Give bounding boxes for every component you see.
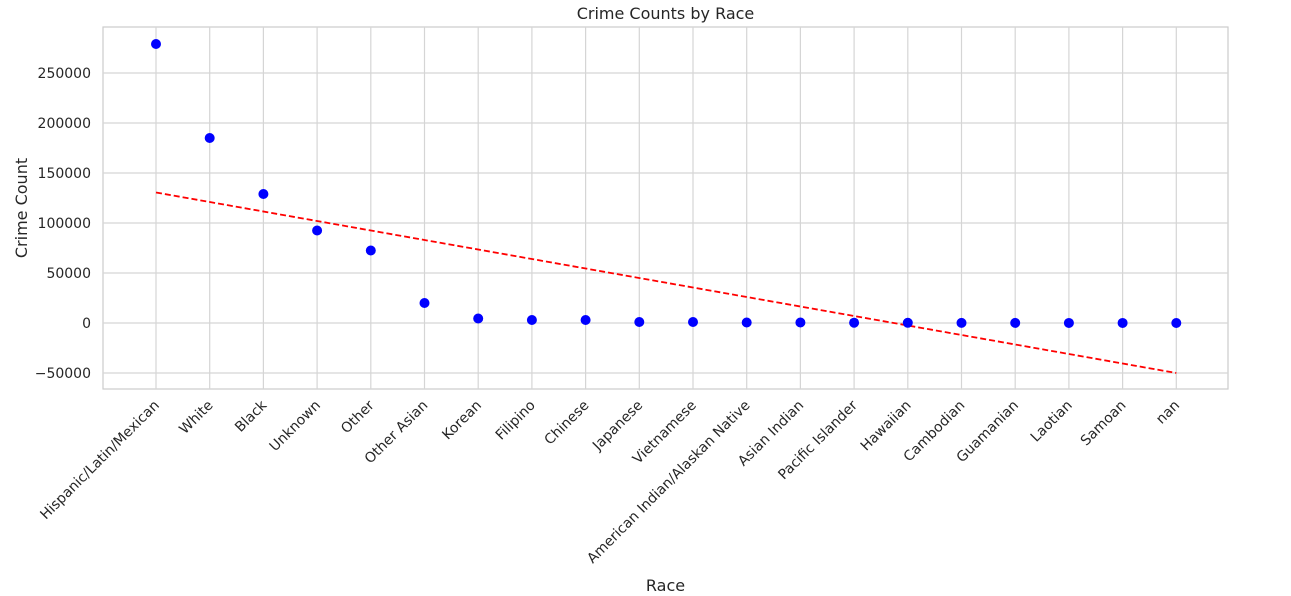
x-tick-label: Japanese	[589, 398, 646, 455]
data-point	[634, 317, 645, 327]
data-point	[741, 317, 752, 328]
data-point	[580, 315, 591, 325]
y-tick-label: 50000	[46, 266, 91, 282]
y-axis-title: Crime Count	[12, 158, 31, 258]
data-point	[1171, 317, 1182, 328]
data-point	[258, 189, 269, 199]
y-tick-labels: −50000 0 50000 100000 150000 200000 250000	[35, 66, 91, 382]
data-point	[312, 225, 323, 236]
y-tick-label: 150000	[38, 166, 91, 182]
y-tick-label: 250000	[38, 66, 91, 82]
x-tick-label: Hispanic/Latin/Mexican	[37, 398, 163, 524]
data-point	[795, 317, 806, 328]
x-tick-label: White	[176, 398, 216, 438]
data-point	[1010, 317, 1021, 328]
data-point	[902, 317, 913, 328]
x-tick-label: Chinese	[542, 398, 593, 449]
x-tick-label: Samoan	[1078, 398, 1130, 450]
x-tick-label: Filipino	[493, 398, 539, 444]
plot-area	[102, 26, 1229, 390]
x-tick-label: Laotian	[1028, 398, 1076, 446]
data-point	[1063, 317, 1074, 328]
data-point	[151, 39, 161, 49]
y-tick-label: 0	[82, 316, 91, 332]
data-points	[151, 39, 1182, 328]
data-point	[526, 315, 537, 325]
data-point	[849, 317, 860, 328]
x-tick-label: Hawaiian	[858, 398, 915, 455]
data-point	[473, 313, 484, 324]
trendline	[155, 191, 1177, 374]
x-tick-label: Black	[232, 397, 271, 436]
data-point	[204, 133, 215, 143]
data-point	[956, 317, 967, 328]
y-tick-label: 200000	[38, 116, 91, 132]
chart-title: Crime Counts by Race	[577, 4, 755, 23]
data-point	[365, 245, 376, 256]
data-point	[419, 298, 430, 308]
x-tick-label: Unknown	[267, 398, 324, 455]
x-tick-label: Korean	[439, 398, 485, 444]
trendline-layer	[155, 191, 1177, 374]
x-tick-label: nan	[1153, 398, 1183, 428]
data-point	[1117, 317, 1128, 328]
data-point	[688, 317, 698, 327]
y-tick-label: −50000	[35, 366, 91, 382]
grid	[103, 27, 1228, 389]
x-tick-label: Other	[338, 397, 378, 437]
x-axis-title: Race	[646, 576, 685, 595]
y-tick-label: 100000	[38, 216, 91, 232]
